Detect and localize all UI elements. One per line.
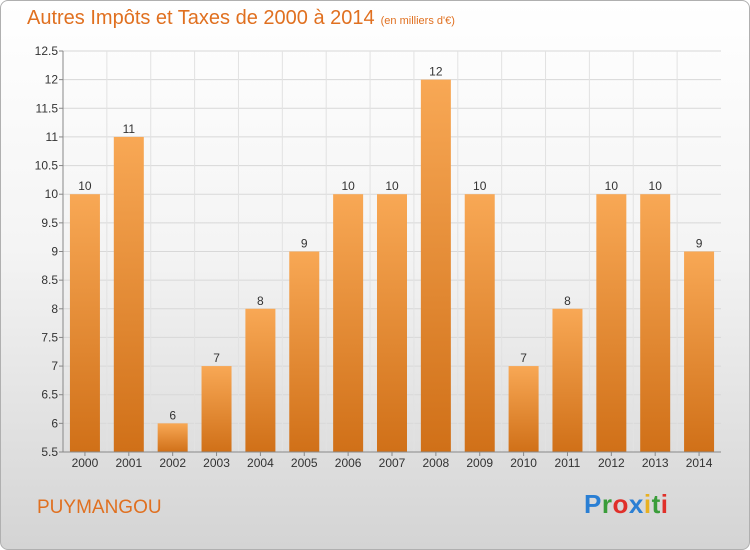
data-label: 10 [473,179,487,193]
chart-title: Autres Impôts et Taxes de 2000 à 2014 (en… [27,7,455,30]
x-tick-label: 2001 [115,456,142,470]
bar [464,194,495,452]
bar [333,194,364,452]
unit-label: (en milliers d'€) [380,15,455,27]
data-label: 9 [696,237,703,251]
bar [157,423,188,452]
data-label: 7 [520,351,527,365]
y-tick-label: 6 [51,416,58,430]
x-tick-label: 2002 [159,456,186,470]
x-tick-label: 2012 [598,456,625,470]
bar [377,194,407,452]
commune-name: PUYMANGOU [37,497,162,518]
bar [420,79,451,453]
y-tick-label: 6.5 [41,388,58,402]
logo-letter: o [612,489,629,519]
y-tick-label: 11.5 [36,101,59,115]
x-tick-label: 2006 [335,456,362,470]
data-label: 11 [123,122,136,136]
data-label: 6 [169,408,176,422]
axes: 5.5 6 6.5 7 7.5 8 8.5 9 9.5 10 10.5 11 11.5 12 12.5 200… [35,44,721,470]
bar [552,308,583,452]
data-label: 8 [564,294,571,308]
bar [113,136,144,452]
data-label: 12 [429,65,443,79]
bar [289,251,320,452]
x-tick-label: 2009 [466,456,493,470]
data-label: 10 [649,179,663,193]
data-label: 10 [385,179,399,193]
logo-letter: P [584,489,602,519]
data-label: 10 [605,179,619,193]
y-tick-label: 12.5 [35,44,59,58]
x-tick-label: 2014 [686,456,713,470]
x-tick-label: 2003 [203,456,230,470]
logo-letter: t [651,489,661,519]
title-text: Autres Impôts et Taxes de 2000 à 2014 [27,7,375,29]
bar [245,308,276,452]
y-tick-label: 9 [51,245,58,259]
y-tick-label: 7 [51,359,58,373]
data-label: 8 [257,294,264,308]
x-tick-label: 2004 [247,456,274,470]
logo-letter: x [628,489,644,519]
y-tick-label: 12 [45,73,59,87]
x-tick-label: 2000 [72,456,99,470]
bar [684,251,715,452]
y-tick-label: 8.5 [41,273,58,287]
bar [201,366,232,452]
y-tick-label: 10 [45,187,59,201]
y-tick-label: 8 [51,302,58,316]
x-tick-label: 2010 [510,456,537,470]
y-tick-label: 10.5 [35,159,59,173]
x-tick-label: 2005 [291,456,318,470]
y-tick-label: 5.5 [41,445,58,459]
y-tick-label: 7.5 [41,330,58,344]
proxiti-logo: Proxiti [584,489,668,520]
value-labels: 10 11 6 7 8 9 10 10 12 10 7 8 10 10 9 [78,65,702,423]
x-tick-label: 2008 [423,456,450,470]
bar [640,194,671,452]
data-label: 10 [78,179,92,193]
logo-letter: i [660,489,669,519]
bar [596,194,627,452]
x-tick-label: 2007 [379,456,406,470]
data-label: 9 [301,237,308,251]
data-label: 10 [341,179,355,193]
y-tick-label: 9.5 [41,216,58,230]
y-tick-label: 11 [46,130,59,144]
logo-letter: r [601,489,613,519]
data-label: 7 [213,351,220,365]
bar [69,194,100,452]
x-tick-label: 2013 [642,456,669,470]
bar [508,366,539,452]
logo-letter: i [643,489,652,519]
x-tick-label: 2011 [555,456,581,470]
bars [69,79,715,453]
